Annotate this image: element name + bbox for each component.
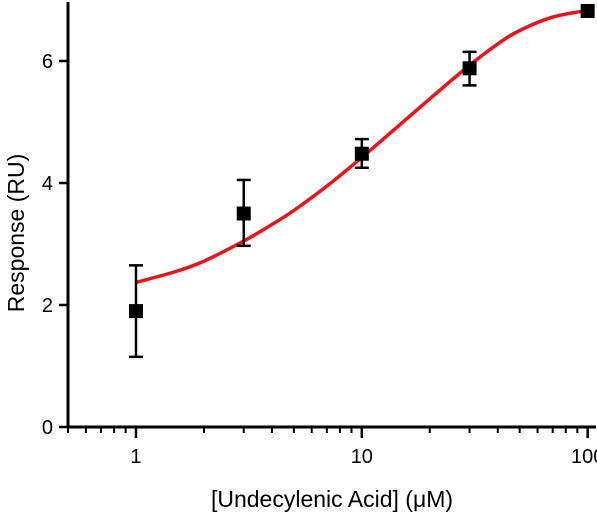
data-marker (580, 3, 595, 18)
data-marker (462, 61, 477, 76)
y-tick-label: 2 (42, 295, 53, 317)
y-tick-label: 6 (42, 51, 53, 73)
data-point (462, 50, 477, 87)
data-point (236, 178, 251, 248)
x-tick-label: 100 (571, 446, 597, 468)
data-point (128, 264, 143, 359)
data-marker (128, 304, 143, 319)
data-marker (354, 146, 369, 161)
data-point (354, 137, 369, 169)
data-points-layer (128, 3, 595, 359)
data-marker (236, 206, 251, 221)
x-tick-label: 10 (351, 446, 373, 468)
y-tick-label: 0 (42, 417, 53, 439)
x-tick-label: 1 (130, 446, 141, 468)
y-tick-label: 4 (42, 173, 53, 195)
y-axis-title: Response (RU) (3, 154, 29, 313)
axes: 0 2 4 6 1 10 100 (42, 2, 597, 468)
data-point (580, 3, 595, 18)
x-axis-title: [Undecylenic Acid] (μM) (211, 486, 453, 512)
